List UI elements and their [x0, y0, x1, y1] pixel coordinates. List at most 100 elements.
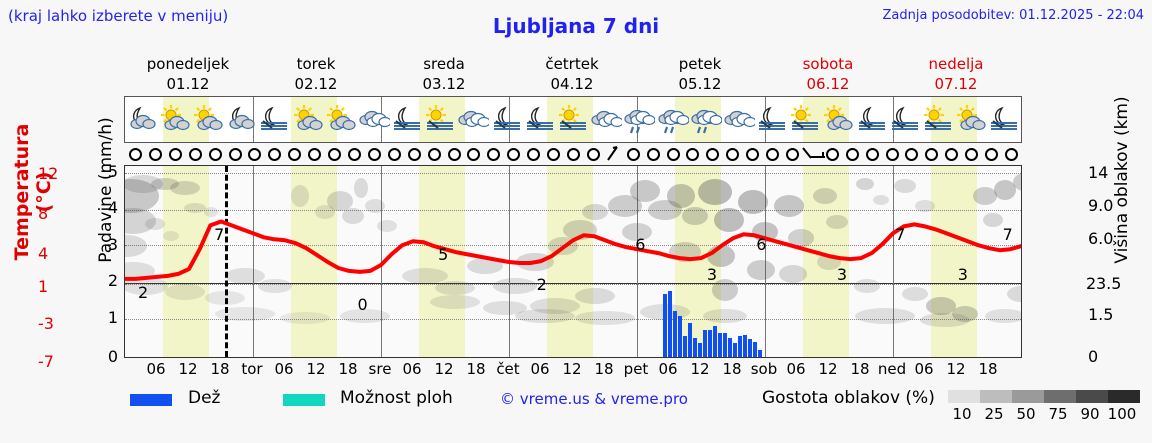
wind-calm-icon: [487, 148, 501, 161]
cloud-rain-icon: [656, 103, 689, 137]
credit-label[interactable]: © vreme.us & vreme.pro: [500, 390, 688, 408]
wind-calm-icon: [148, 148, 162, 161]
wind-calm-icon: [128, 148, 142, 161]
temperature-curve: [125, 219, 1021, 281]
wind-barb-icon: [605, 144, 621, 162]
time-tick: pet: [623, 360, 649, 378]
time-tick: 06: [146, 360, 166, 378]
cloud-density-colorbar: [948, 390, 1140, 403]
day-separator: [253, 97, 254, 142]
rain-bar: [693, 338, 698, 357]
day-header-četrtek: četrtek 04.12: [508, 54, 636, 94]
rain-bar: [708, 329, 713, 357]
gridline: [125, 245, 1021, 246]
wind-calm-icon: [547, 148, 561, 161]
temperature-value-label: 2: [536, 274, 547, 294]
wind-calm-icon: [865, 148, 879, 161]
cloud-density-tick: 50: [1016, 405, 1036, 423]
cloud-icon: [457, 103, 490, 137]
daylight-band: [547, 166, 594, 357]
precipitation-tick: 4: [107, 198, 118, 217]
time-tick: 06: [786, 360, 806, 378]
time-tick: 12: [562, 360, 582, 378]
temperature-value-label: 0: [357, 294, 368, 314]
day-separator: [893, 166, 894, 357]
time-tick: 06: [402, 360, 422, 378]
temperature-value-label: 3: [706, 265, 718, 285]
daylight-band: [419, 166, 466, 357]
cloud-density-tick: 90: [1080, 405, 1100, 423]
sun-fog-icon: [921, 103, 954, 137]
cloud-height-tick: 6.0: [1088, 229, 1114, 248]
sun-cloud-icon: [158, 103, 191, 137]
precipitation-tick: 2: [107, 271, 118, 290]
wind-calm-icon: [407, 148, 421, 161]
time-tick: 18: [850, 360, 870, 378]
rain-bar: [683, 335, 688, 357]
day-header-row: ponedeljek 01.12 torek 02.12 sreda 03.12 četrt…: [124, 54, 1022, 96]
wind-calm-icon: [248, 148, 262, 161]
day-date: 07.12: [934, 75, 978, 93]
day-date: 01.12: [166, 75, 210, 93]
showers-swatch: [283, 394, 325, 406]
cloud-height-tick: 0: [1088, 347, 1099, 366]
cloud-height-tick: 1.5: [1088, 305, 1114, 324]
wind-calm-icon: [786, 148, 800, 161]
cloud-icon: [357, 103, 390, 137]
wind-calm-icon: [845, 148, 859, 161]
daylight-band: [931, 166, 978, 357]
day-separator: [509, 97, 510, 142]
gridline: [125, 173, 1021, 174]
wind-calm-icon: [507, 148, 521, 161]
wind-calm-icon: [965, 148, 979, 161]
wind-calm-icon: [188, 148, 202, 161]
cloud-density-tick: 75: [1048, 405, 1068, 423]
time-tick: 06: [658, 360, 678, 378]
sun-fog-icon: [556, 103, 589, 137]
time-tick: 18: [338, 360, 358, 378]
sun-fog-icon: [789, 103, 822, 137]
time-tick: sre: [368, 360, 392, 378]
cloud-height-tick: 2: [1086, 274, 1097, 293]
wind-calm-icon: [706, 148, 720, 161]
wind-calm-icon: [686, 148, 700, 161]
cloud-density-tick: 100: [1107, 405, 1137, 423]
time-tick: 12: [690, 360, 710, 378]
rain-bar: [678, 316, 683, 357]
cloud-density-step: [948, 390, 980, 403]
rain-bar: [688, 323, 693, 357]
wind-calm-icon: [666, 148, 680, 161]
temperature-tick: -3: [38, 314, 54, 333]
temperature-value-label: 6: [635, 235, 646, 255]
gridline: [125, 319, 1021, 320]
current-time-line: [224, 166, 228, 357]
sun-fog-icon: [424, 103, 457, 137]
last-update-label: Zadnja posodobitev: 01.12.2025 - 22:04: [882, 8, 1144, 23]
temperature-value-label: 3: [957, 265, 968, 285]
moon-fog-icon: [523, 103, 556, 137]
wind-calm-icon: [228, 148, 242, 161]
temperature-tick: 8: [38, 204, 49, 223]
wind-calm-icon: [567, 148, 580, 161]
wind-calm-icon: [985, 148, 999, 161]
temperature-value-label: 6: [756, 235, 767, 255]
sun-cloud-icon: [324, 103, 357, 137]
temperature-value-label: 7: [214, 225, 225, 245]
wind-calm-icon: [467, 148, 481, 161]
time-tick: 18: [978, 360, 998, 378]
sun-cloud-icon: [291, 103, 324, 137]
gridline: [125, 210, 1021, 211]
temperature-tick: 12: [38, 164, 59, 183]
wind-calm-icon: [885, 148, 899, 161]
day-separator: [765, 166, 766, 357]
day-header-ponedeljek: ponedeljek 01.12: [124, 54, 252, 94]
rain-bar: [703, 330, 708, 357]
daylight-band: [803, 166, 850, 357]
moon-fog-icon: [888, 103, 921, 137]
wind-calm-icon: [208, 148, 222, 161]
wind-calm-icon: [427, 148, 441, 161]
rain-bar: [718, 332, 723, 357]
rain-bar: [743, 334, 748, 357]
wind-calm-icon: [646, 148, 660, 161]
wind-calm-icon: [1005, 148, 1019, 161]
